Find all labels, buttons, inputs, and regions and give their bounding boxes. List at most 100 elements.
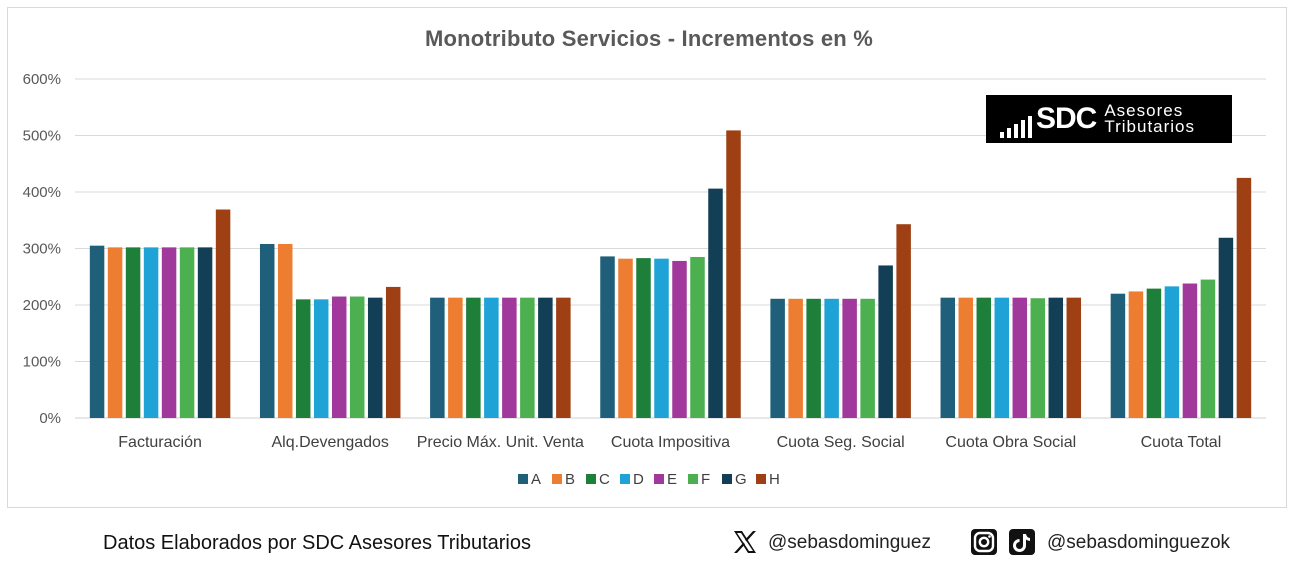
footer-credit: Datos Elaborados por SDC Asesores Tribut… [103, 532, 531, 554]
ig-tiktok-handle[interactable]: @sebasdominguezok [1047, 532, 1231, 553]
bar-a [600, 256, 615, 418]
legend-label: H [769, 471, 780, 488]
legend-label: F [701, 471, 710, 488]
bar-e [331, 296, 347, 418]
legend-swatch-b [552, 474, 562, 484]
bar-g [708, 188, 723, 418]
bar-f [690, 256, 705, 418]
bar-h [1236, 177, 1252, 418]
x-category-label: Cuota Impositiva [611, 434, 730, 451]
bar-c [976, 297, 992, 418]
y-tick-label: 500% [23, 128, 61, 145]
bar-d [1164, 286, 1180, 418]
y-tick-label: 400% [23, 184, 61, 201]
bar-f [520, 297, 535, 418]
bar-e [1182, 283, 1198, 418]
bar-g [1048, 297, 1064, 418]
y-tick-label: 300% [23, 241, 61, 258]
bar-h [556, 297, 571, 418]
bars [89, 130, 1252, 419]
bar-f [179, 247, 195, 418]
x-logo-icon[interactable] [731, 528, 759, 556]
legend-label: B [565, 471, 575, 488]
y-tick-label: 200% [23, 297, 61, 314]
bar-d [994, 297, 1010, 418]
legend-swatch-e [654, 474, 664, 484]
legend-label: G [735, 471, 747, 488]
bar-c [806, 298, 821, 418]
y-axis-ticks: 0% 100% 200% 300% 400% 500% 600% [23, 71, 61, 427]
legend-swatch-h [756, 474, 766, 484]
legend-swatch-a [518, 474, 528, 484]
bar-e [1012, 297, 1028, 418]
logo-text: Asesores Tributarios [1104, 101, 1196, 136]
bar-h [1066, 297, 1082, 418]
chart-title: Monotributo Servicios - Incrementos en % [424, 26, 874, 51]
bar-c [1146, 288, 1162, 418]
legend-label: E [667, 471, 677, 488]
bar-a [259, 243, 275, 418]
legend-label: A [531, 471, 541, 488]
legend-label: D [633, 471, 644, 488]
bar-g [367, 297, 383, 418]
bar-f [349, 296, 365, 418]
bar-c [295, 299, 311, 418]
bar-b [448, 297, 463, 418]
bar-d [313, 299, 329, 418]
bar-b [277, 243, 293, 418]
x-category-label: Cuota Total [1141, 434, 1222, 451]
x-category-label: Precio Máx. Unit. Venta [417, 434, 584, 451]
bar-a [770, 298, 785, 418]
signal-bars-icon [1000, 114, 1032, 138]
legend-swatch-d [620, 474, 630, 484]
logo-line-2: Tributarios [1104, 117, 1196, 136]
bar-e [502, 297, 517, 418]
legend-swatch-c [586, 474, 596, 484]
x-category-label: Alq.Devengados [272, 434, 389, 451]
y-tick-label: 600% [23, 71, 61, 88]
bar-b [788, 298, 803, 418]
bar-a [430, 297, 445, 418]
bar-b [618, 258, 633, 418]
sdc-logo: SDC Asesores Tributarios [986, 95, 1232, 143]
x-category-label: Cuota Obra Social [945, 434, 1076, 451]
bar-b [107, 247, 123, 418]
bar-a [89, 245, 105, 418]
bar-d [484, 297, 499, 418]
x-axis-categories: Facturación Alq.Devengados Precio Máx. Uni… [118, 434, 1221, 451]
bar-h [896, 224, 911, 418]
legend-swatch-g [722, 474, 732, 484]
x-category-label: Cuota Seg. Social [777, 434, 905, 451]
instagram-icon[interactable] [970, 528, 998, 556]
legend-label: C [599, 471, 610, 488]
y-tick-label: 0% [39, 410, 61, 427]
bar-g [878, 265, 893, 418]
bar-g [538, 297, 553, 418]
bar-c [636, 258, 651, 418]
bar-h [385, 286, 401, 418]
bar-f [860, 298, 875, 418]
logo-mark: SDC [1036, 102, 1097, 135]
bar-e [161, 247, 177, 418]
tiktok-icon[interactable] [1008, 528, 1036, 556]
x-category-label: Facturación [118, 434, 202, 451]
bar-c [125, 247, 141, 418]
bar-g [1218, 237, 1234, 418]
bar-e [842, 298, 857, 418]
bar-h [215, 209, 231, 418]
legend: A B C D E F G H [518, 471, 780, 488]
bar-d [824, 298, 839, 418]
bar-c [466, 297, 481, 418]
bar-b [1128, 291, 1144, 418]
legend-swatch-f [688, 474, 698, 484]
x-handle[interactable]: @sebasdominguez [768, 532, 931, 553]
y-tick-label: 100% [23, 354, 61, 371]
bar-d [143, 247, 159, 418]
bar-a [940, 297, 956, 418]
bar-b [958, 297, 974, 418]
bar-f [1200, 279, 1216, 418]
bar-d [654, 258, 669, 418]
logo-line-1: Asesores [1104, 101, 1184, 120]
bar-f [1030, 298, 1046, 418]
bar-e [672, 260, 687, 418]
